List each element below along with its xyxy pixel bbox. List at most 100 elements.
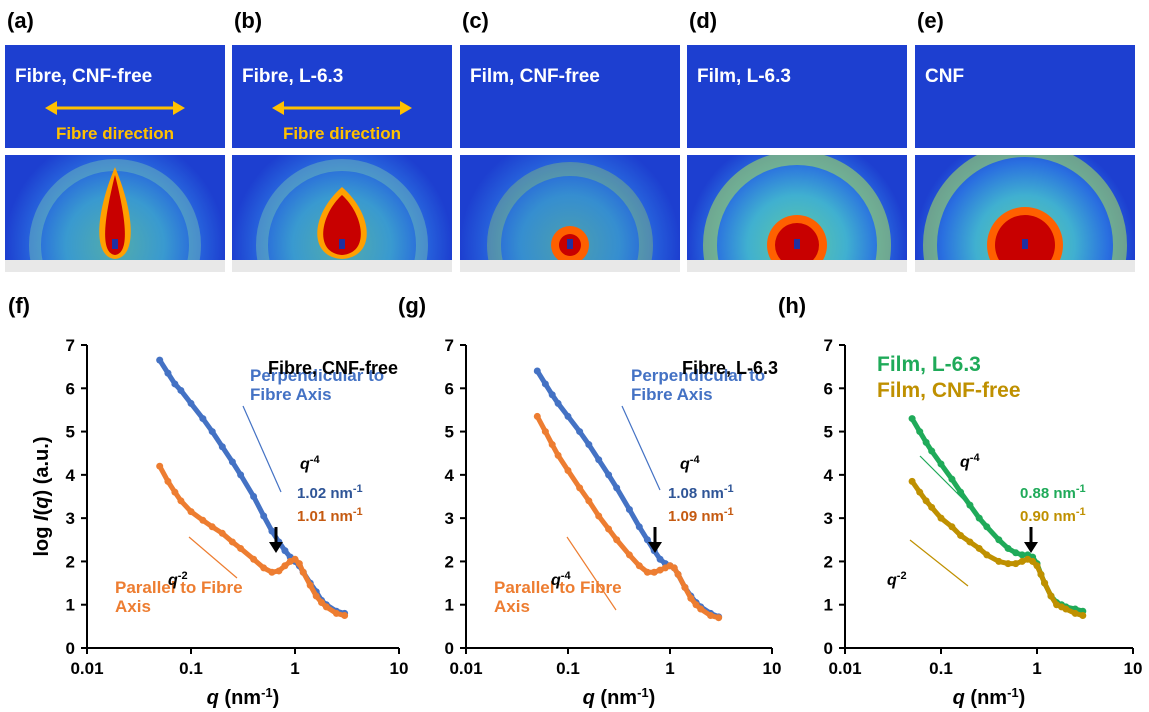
legend-entry: Perpendicular to Fibre Axis	[250, 366, 385, 404]
data-point	[715, 614, 723, 622]
data-point	[1029, 557, 1037, 565]
data-point	[585, 441, 593, 449]
data-point	[171, 488, 179, 496]
slope-guide	[188, 536, 238, 579]
x-tick-label: 10	[763, 659, 782, 678]
data-point	[533, 412, 541, 420]
data-point	[177, 497, 185, 505]
data-point	[156, 462, 164, 470]
y-tick-label: 0	[445, 639, 454, 658]
label-part: ) (a.u.)	[31, 437, 53, 497]
y-tick-label: 5	[445, 423, 454, 442]
data-point	[1012, 549, 1020, 557]
data-point	[937, 514, 945, 522]
data-point	[928, 447, 936, 455]
slope-guide	[242, 405, 282, 493]
data-point	[299, 568, 307, 576]
y-tick-label: 3	[445, 509, 454, 528]
data-point	[548, 441, 556, 449]
data-point	[983, 551, 991, 559]
annotation-sup: -4	[310, 454, 321, 466]
annotation-text: q	[551, 572, 561, 589]
slope-guide	[909, 539, 969, 587]
data-point	[643, 536, 651, 544]
y-tick-label: 3	[66, 509, 75, 528]
data-point	[312, 592, 320, 600]
data-point	[218, 443, 226, 451]
slope-guide	[566, 536, 617, 611]
scattering-pattern	[5, 155, 225, 260]
axis-label: q (nm-1)	[953, 685, 1026, 710]
y-tick-label: 4	[66, 466, 76, 485]
data-point	[613, 536, 621, 544]
image-caption: Fibre, L-6.3	[242, 66, 343, 87]
data-point	[164, 369, 172, 377]
label-part: (nm	[595, 687, 637, 709]
data-point	[595, 512, 603, 520]
annotation-sup: -4	[690, 454, 701, 466]
data-point	[643, 568, 651, 576]
core	[995, 215, 1055, 260]
y-tick-label: 1	[445, 596, 454, 615]
data-point	[199, 516, 207, 524]
data-point	[605, 471, 613, 479]
y-tick-label: 0	[66, 639, 75, 658]
annotation: 0.90 nm-1	[1020, 506, 1086, 525]
legend-entry-box: Perpendicular to Fibre Axis	[631, 366, 765, 404]
panel-label: (b)	[234, 8, 262, 33]
legend-entry-box: Perpendicular to Fibre Axis	[250, 366, 385, 404]
annotation-text: 1.02 nm	[297, 485, 353, 502]
data-point	[937, 460, 945, 468]
x-tick-label: 1	[1032, 659, 1041, 678]
annotation: q-4	[551, 570, 571, 589]
data-point	[554, 399, 562, 407]
beamstop	[339, 239, 345, 249]
data-point	[983, 523, 991, 531]
data-point	[208, 428, 216, 436]
data-point	[218, 529, 226, 537]
beamstop	[794, 239, 800, 249]
data-point	[1079, 612, 1087, 620]
axis-strip	[687, 260, 907, 272]
label-part: q	[31, 497, 53, 509]
x-tick-label: 0.01	[828, 659, 861, 678]
direction-label: Fibre direction	[56, 124, 174, 143]
annotation-text: 0.88 nm	[1020, 485, 1076, 502]
image-caption: Film, CNF-free	[470, 66, 600, 87]
annotation: 1.02 nm-1	[297, 483, 363, 502]
x-tick-label: 0.01	[449, 659, 482, 678]
direction-label: Fibre direction	[283, 124, 401, 143]
data-point	[656, 555, 664, 563]
annotation-text: 1.09 nm	[668, 508, 724, 525]
data-point	[250, 555, 258, 563]
annotation: q-4	[960, 452, 980, 471]
annotation-sup: -4	[561, 570, 572, 582]
y-tick-label: 3	[824, 509, 833, 528]
data-point	[548, 391, 556, 399]
legend-entry-box: Film, CNF-free	[877, 381, 1021, 401]
y-tick-label: 6	[66, 379, 75, 398]
label-part: q	[207, 687, 219, 709]
legend-entry-box: Parallel to Fibre Axis	[115, 578, 243, 616]
label-part: log	[31, 521, 53, 557]
label-part: )	[273, 687, 280, 709]
y-tick-label: 7	[824, 336, 833, 355]
halo-ring	[487, 162, 653, 260]
panel-label: (h)	[778, 293, 806, 318]
data-point	[966, 538, 974, 546]
data-point	[541, 380, 549, 388]
data-point	[957, 488, 965, 496]
data-point	[237, 544, 245, 552]
label-part: (	[31, 508, 53, 515]
panel-label: (d)	[689, 8, 717, 33]
data-point	[576, 428, 584, 436]
axis-strip	[460, 260, 680, 272]
data-point	[260, 512, 268, 520]
halo-ring	[29, 159, 201, 260]
x-tick-label: 0.01	[70, 659, 103, 678]
data-point	[164, 477, 172, 485]
panel-label: (g)	[398, 293, 426, 318]
data-point	[635, 562, 643, 570]
data-point	[957, 531, 965, 539]
